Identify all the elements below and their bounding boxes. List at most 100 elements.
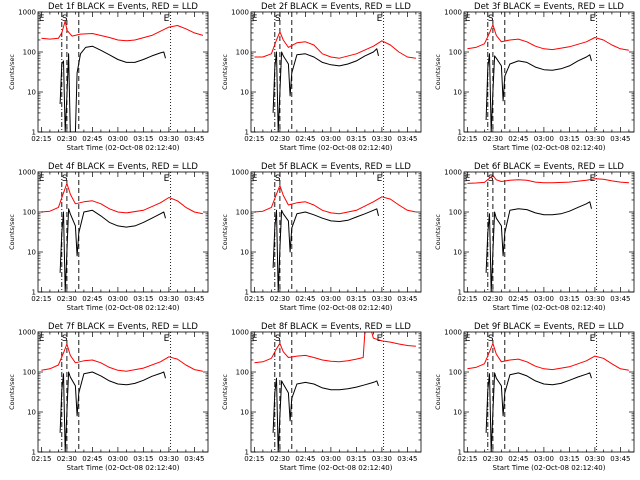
x-tick-label: 02:15 [457, 455, 477, 463]
x-tick-label: 03:00 [321, 455, 341, 463]
series-line-lld [467, 342, 629, 371]
plot-frame [463, 11, 635, 133]
x-tick-label: 02:45 [295, 455, 315, 463]
marker-label-start: E [252, 334, 258, 344]
x-tick-label: 03:45 [184, 295, 204, 303]
x-tick-label: 02:30 [57, 455, 77, 463]
x-tick-label: 03:45 [184, 135, 204, 143]
marker-label-solar: S [275, 334, 281, 344]
x-tick-label: 02:30 [270, 295, 290, 303]
x-tick-label: 03:00 [321, 295, 341, 303]
x-tick-label: 03:45 [610, 295, 630, 303]
x-tick-label: 02:45 [295, 295, 315, 303]
x-tick-label: 03:00 [534, 295, 554, 303]
series-line-lld [254, 185, 416, 215]
x-tick-label: 03:15 [559, 455, 579, 463]
x-tick-label: 03:15 [346, 455, 366, 463]
marker-label-start: E [252, 174, 258, 184]
y-tick-label: 1 [458, 129, 462, 137]
y-axis-label: Counts/sec [221, 54, 229, 90]
plot-frame [463, 171, 635, 293]
x-tick-label: 03:30 [585, 135, 605, 143]
x-tick-label: 03:30 [159, 295, 179, 303]
x-tick-label: 03:00 [534, 455, 554, 463]
x-axis-label: Start Time (02-Oct-08 02:12:40) [67, 304, 180, 312]
marker-label-start: E [39, 334, 45, 344]
y-axis-label: Counts/sec [8, 374, 16, 410]
y-tick-label: 100 [449, 209, 462, 217]
x-tick-label: 02:45 [295, 135, 315, 143]
x-tick-label: 02:15 [31, 135, 51, 143]
y-tick-label: 10 [240, 409, 249, 417]
marker-label-start: E [39, 174, 45, 184]
marker-label-solar: S [488, 174, 494, 184]
x-axis-label: Start Time (02-Oct-08 02:12:40) [493, 304, 606, 312]
y-tick-label: 1 [32, 129, 36, 137]
x-tick-label: 02:15 [31, 295, 51, 303]
x-tick-label: 02:45 [508, 455, 528, 463]
plot-frame [250, 11, 422, 133]
y-tick-label: 1 [245, 129, 249, 137]
x-tick-label: 03:45 [184, 455, 204, 463]
y-tick-label: 1000 [18, 9, 36, 17]
marker-label-end: E [377, 14, 383, 24]
series-line-lld [254, 31, 416, 59]
marker-label-start: E [465, 334, 471, 344]
y-tick-label: 10 [453, 409, 462, 417]
marker-label-solar: S [62, 174, 68, 184]
x-tick-label: 02:15 [31, 455, 51, 463]
x-tick-label: 03:45 [610, 135, 630, 143]
x-tick-label: 03:00 [108, 455, 128, 463]
series-line-events [272, 377, 379, 452]
marker-label-end: E [377, 174, 383, 184]
series-line-lld [41, 343, 203, 372]
y-tick-label: 1000 [444, 169, 462, 177]
x-axis-label: Start Time (02-Oct-08 02:12:40) [67, 144, 180, 152]
marker-label-solar: S [488, 14, 494, 24]
x-tick-label: 03:30 [159, 135, 179, 143]
plot-frame [37, 331, 209, 453]
y-axis-label: Counts/sec [434, 214, 442, 250]
x-axis-label: Start Time (02-Oct-08 02:12:40) [280, 304, 393, 312]
x-tick-label: 03:45 [397, 295, 417, 303]
panel-title: Det 3f BLACK = Events, RED = LLD [474, 2, 624, 12]
series-line-events [485, 201, 592, 292]
y-tick-label: 1000 [444, 9, 462, 17]
marker-label-solar: S [275, 14, 281, 24]
y-axis-label: Counts/sec [8, 214, 16, 250]
series-line-events [59, 371, 166, 452]
x-tick-label: 02:15 [244, 135, 264, 143]
x-tick-label: 03:00 [108, 295, 128, 303]
x-tick-label: 03:15 [346, 135, 366, 143]
y-axis-label: Counts/sec [8, 54, 16, 90]
panel-title: Det 9f BLACK = Events, RED = LLD [474, 322, 624, 332]
marker-label-solar: S [275, 174, 281, 184]
plot-frame [37, 11, 209, 133]
y-tick-label: 100 [23, 369, 36, 377]
x-tick-label: 03:15 [559, 135, 579, 143]
x-tick-label: 02:30 [57, 295, 77, 303]
series-line-events [272, 48, 379, 132]
marker-label-start: E [465, 14, 471, 24]
x-tick-label: 02:45 [82, 295, 102, 303]
y-tick-label: 10 [27, 89, 36, 97]
x-axis-label: Start Time (02-Oct-08 02:12:40) [280, 464, 393, 472]
panel-title: Det 5f BLACK = Events, RED = LLD [261, 162, 411, 172]
marker-label-start: E [39, 14, 45, 24]
series-line-events [485, 372, 592, 452]
marker-label-end: E [377, 334, 383, 344]
x-tick-label: 02:15 [457, 295, 477, 303]
x-tick-label: 03:30 [585, 295, 605, 303]
x-axis-label: Start Time (02-Oct-08 02:12:40) [67, 464, 180, 472]
y-axis-label: Counts/sec [434, 374, 442, 410]
panel-title: Det 2f BLACK = Events, RED = LLD [261, 2, 411, 12]
y-tick-label: 10 [240, 249, 249, 257]
y-tick-label: 10 [240, 89, 249, 97]
